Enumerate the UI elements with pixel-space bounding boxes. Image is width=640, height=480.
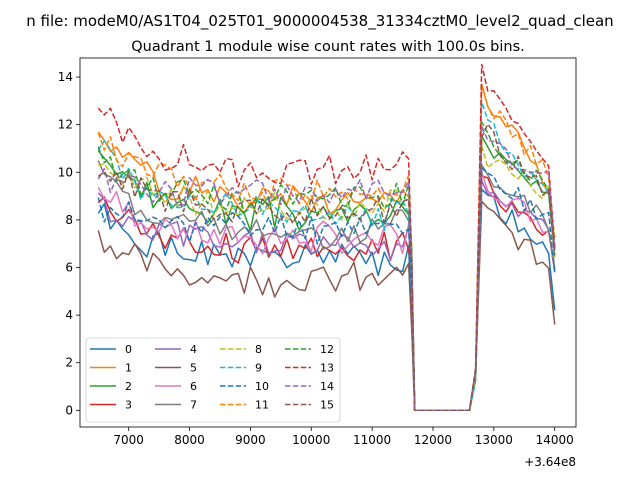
x-tick-label: 12000	[414, 433, 452, 447]
legend-label-1: 1	[125, 362, 132, 375]
legend-label-15: 15	[320, 399, 334, 412]
legend-label-4: 4	[190, 343, 197, 356]
legend-label-5: 5	[190, 362, 197, 375]
legend-label-12: 12	[320, 343, 334, 356]
series-line-14	[97, 125, 556, 412]
y-tick-label: 10	[58, 165, 73, 179]
legend-label-9: 9	[255, 362, 262, 375]
x-tick-label: 9000	[235, 433, 266, 447]
x-tick-label: 8000	[174, 433, 205, 447]
x-tick-label: 7000	[113, 433, 144, 447]
y-tick-label: 2	[65, 356, 73, 370]
y-tick-label: 8	[65, 213, 73, 227]
y-tick-label: 0	[65, 403, 73, 417]
y-tick-label: 14	[58, 70, 73, 84]
y-tick-label: 6	[65, 260, 73, 274]
x-tick-label: 13000	[475, 433, 513, 447]
legend-label-2: 2	[125, 380, 132, 393]
legend-label-13: 13	[320, 362, 334, 375]
x-tick-label: 11000	[353, 433, 391, 447]
axes-frame	[79, 57, 577, 428]
legend-label-10: 10	[255, 380, 269, 393]
x-tick-label: 10000	[292, 433, 330, 447]
legend-label-0: 0	[125, 343, 132, 356]
axes-title: Quadrant 1 module wise count rates with …	[131, 39, 525, 55]
legend-label-14: 14	[320, 380, 334, 393]
legend-label-7: 7	[190, 399, 197, 412]
x-offset-label: +3.64e8	[524, 455, 576, 469]
legend-label-6: 6	[190, 380, 197, 393]
legend-box	[85, 337, 341, 423]
series-line-15	[97, 123, 556, 412]
plot-area: 7000 8000 9000 10000 11000 12000 13000 14000 0 2 4…	[58, 57, 577, 447]
legend-label-11: 11	[255, 399, 269, 412]
y-tick-label: 4	[65, 308, 73, 322]
series-group	[97, 63, 556, 412]
x-tick-label: 14000	[536, 433, 574, 447]
figure-suptitle: n file: modeM0/AS1T04_025T01_9000004538_…	[26, 12, 613, 31]
y-tick-label: 12	[58, 118, 73, 132]
legend-label-3: 3	[125, 399, 132, 412]
legend-label-8: 8	[255, 343, 262, 356]
